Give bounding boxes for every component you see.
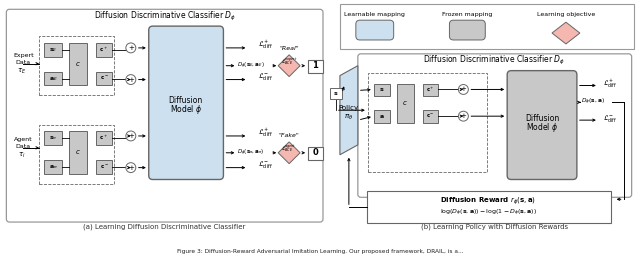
Text: $\pi_\theta$: $\pi_\theta$ [344,112,353,122]
Bar [374,83,390,96]
Text: +: + [128,45,134,51]
Text: (a) Learning Diffusion Discriminative Classifier: (a) Learning Diffusion Discriminative Cl… [83,224,246,230]
Text: $\mathcal{L}^+_\mathrm{diff}$: $\mathcal{L}^+_\mathrm{diff}$ [259,39,273,51]
Text: $\tau_E$: $\tau_E$ [17,67,26,76]
Text: +: + [128,165,134,171]
Bar [330,88,342,99]
Text: "Real": "Real" [279,46,299,51]
Text: Learning objective: Learning objective [537,12,595,17]
Bar [96,160,112,173]
Text: 0: 0 [312,148,318,157]
Circle shape [458,111,468,121]
Text: Diffusion: Diffusion [168,96,203,105]
Circle shape [126,75,136,84]
Text: $c$: $c$ [75,60,81,68]
Bar [44,131,62,145]
FancyBboxPatch shape [148,26,223,180]
Text: $\mathcal{L}^{agent}_{BCE}$: $\mathcal{L}^{agent}_{BCE}$ [282,143,297,154]
Text: $\mathbf{a}_E$: $\mathbf{a}_E$ [49,75,58,83]
Bar [422,110,438,123]
Text: $D_\phi(\mathbf{s},\mathbf{a})$: $D_\phi(\mathbf{s},\mathbf{a})$ [581,97,605,107]
Text: +: + [460,86,467,92]
Bar [340,4,634,49]
Text: (b) Learning Policy with Diffusion Rewards: (b) Learning Policy with Diffusion Rewar… [420,224,568,230]
Circle shape [458,84,468,95]
Text: $\mathbf{s}_E$: $\mathbf{s}_E$ [49,46,58,54]
Bar [96,72,112,86]
Polygon shape [278,55,300,77]
Text: $D_\phi(\mathbf{s}_\pi, \mathbf{a}_\pi)$: $D_\phi(\mathbf{s}_\pi, \mathbf{a}_\pi)$ [237,148,265,158]
Bar [69,43,87,86]
Bar [39,125,114,185]
Bar [308,147,323,160]
Text: Frozen mapping: Frozen mapping [442,12,493,17]
Text: $\mathbf{a}_\pi$: $\mathbf{a}_\pi$ [49,163,58,171]
Text: Model $\phi$: Model $\phi$ [526,121,558,134]
Circle shape [126,43,136,53]
Bar [374,110,390,123]
Circle shape [126,131,136,141]
Text: $\mathcal{L}^-_\mathrm{diff}$: $\mathcal{L}^-_\mathrm{diff}$ [259,159,273,170]
Text: $\mathcal{L}^+_\mathrm{diff}$: $\mathcal{L}^+_\mathrm{diff}$ [259,127,273,139]
Bar [44,160,62,173]
Text: $\mathcal{L}^{expert}_{BCE}$: $\mathcal{L}^{expert}_{BCE}$ [281,56,298,67]
Bar [69,131,87,173]
Text: $\mathbf{c}^-$: $\mathbf{c}^-$ [99,163,108,171]
Bar [422,83,438,96]
Text: $\mathbf{s}_\pi$: $\mathbf{s}_\pi$ [49,134,58,142]
Bar [397,83,413,123]
Text: Model $\phi$: Model $\phi$ [170,103,202,116]
Bar [308,60,323,73]
FancyBboxPatch shape [358,54,632,197]
Bar [39,36,114,95]
FancyBboxPatch shape [6,9,323,222]
Text: $\mathbf{c}^+$: $\mathbf{c}^+$ [426,85,435,94]
Text: $c$: $c$ [75,148,81,156]
Text: +: + [128,133,134,139]
Text: Diffusion: Diffusion [525,114,559,123]
Text: Diffusion Discriminative Classifier $D_\phi$: Diffusion Discriminative Classifier $D_\… [423,54,565,67]
Text: $c$: $c$ [402,99,408,107]
Text: Data: Data [16,144,31,149]
Text: $\mathcal{L}^+_\mathrm{diff}$: $\mathcal{L}^+_\mathrm{diff}$ [603,77,617,90]
Text: Expert: Expert [13,53,34,58]
Polygon shape [278,142,300,164]
Text: $\mathbf{s}$: $\mathbf{s}$ [379,86,385,93]
Text: $\mathbf{s}$: $\mathbf{s}$ [333,90,339,97]
Text: $\mathbf{a}$: $\mathbf{a}$ [379,113,385,120]
Bar [44,72,62,86]
Circle shape [126,163,136,173]
Text: Diffusion Discriminative Classifier $D_\phi$: Diffusion Discriminative Classifier $D_\… [93,10,236,23]
Bar [96,131,112,145]
Text: $\tau_i$: $\tau_i$ [17,151,25,160]
Text: $\mathcal{L}^-_\mathrm{diff}$: $\mathcal{L}^-_\mathrm{diff}$ [259,71,273,82]
Text: +: + [128,77,134,83]
FancyBboxPatch shape [356,20,394,40]
FancyBboxPatch shape [449,20,485,40]
Text: Diffusion Reward $r_\phi(\mathbf{s}, \mathbf{a})$: Diffusion Reward $r_\phi(\mathbf{s}, \ma… [440,196,536,207]
Bar [367,191,611,223]
Text: "Fake": "Fake" [279,134,300,138]
Text: $\mathbf{c}^+$: $\mathbf{c}^+$ [99,134,108,142]
Text: Policy: Policy [339,105,359,111]
Bar [96,43,112,57]
Text: $\mathbf{c}^+$: $\mathbf{c}^+$ [99,45,108,54]
Text: $\mathbf{c}^-$: $\mathbf{c}^-$ [426,112,435,120]
Text: Figure 3: Diffusion-Reward Adversarial Imitation Learning. Our proposed framewor: Figure 3: Diffusion-Reward Adversarial I… [177,249,463,254]
Text: $\mathbf{c}^-$: $\mathbf{c}^-$ [99,75,108,82]
Polygon shape [340,66,358,155]
Text: Agent: Agent [14,138,33,142]
Text: $D_\phi(\mathbf{s}_E, \mathbf{a}_E)$: $D_\phi(\mathbf{s}_E, \mathbf{a}_E)$ [237,61,265,71]
FancyBboxPatch shape [507,71,577,180]
Text: $\log(D_\phi(\mathbf{s}, \mathbf{a})) - \log(1 - D_\phi(\mathbf{s}, \mathbf{a})): $\log(D_\phi(\mathbf{s}, \mathbf{a})) - … [440,208,537,218]
Bar [44,43,62,57]
Text: Learnable mapping: Learnable mapping [344,12,405,17]
Bar [368,73,487,172]
Text: 1: 1 [312,61,318,70]
Polygon shape [552,22,580,44]
Text: $\mathcal{L}^-_\mathrm{diff}$: $\mathcal{L}^-_\mathrm{diff}$ [603,113,617,124]
Text: Data: Data [16,60,31,65]
Text: +: + [460,113,467,119]
